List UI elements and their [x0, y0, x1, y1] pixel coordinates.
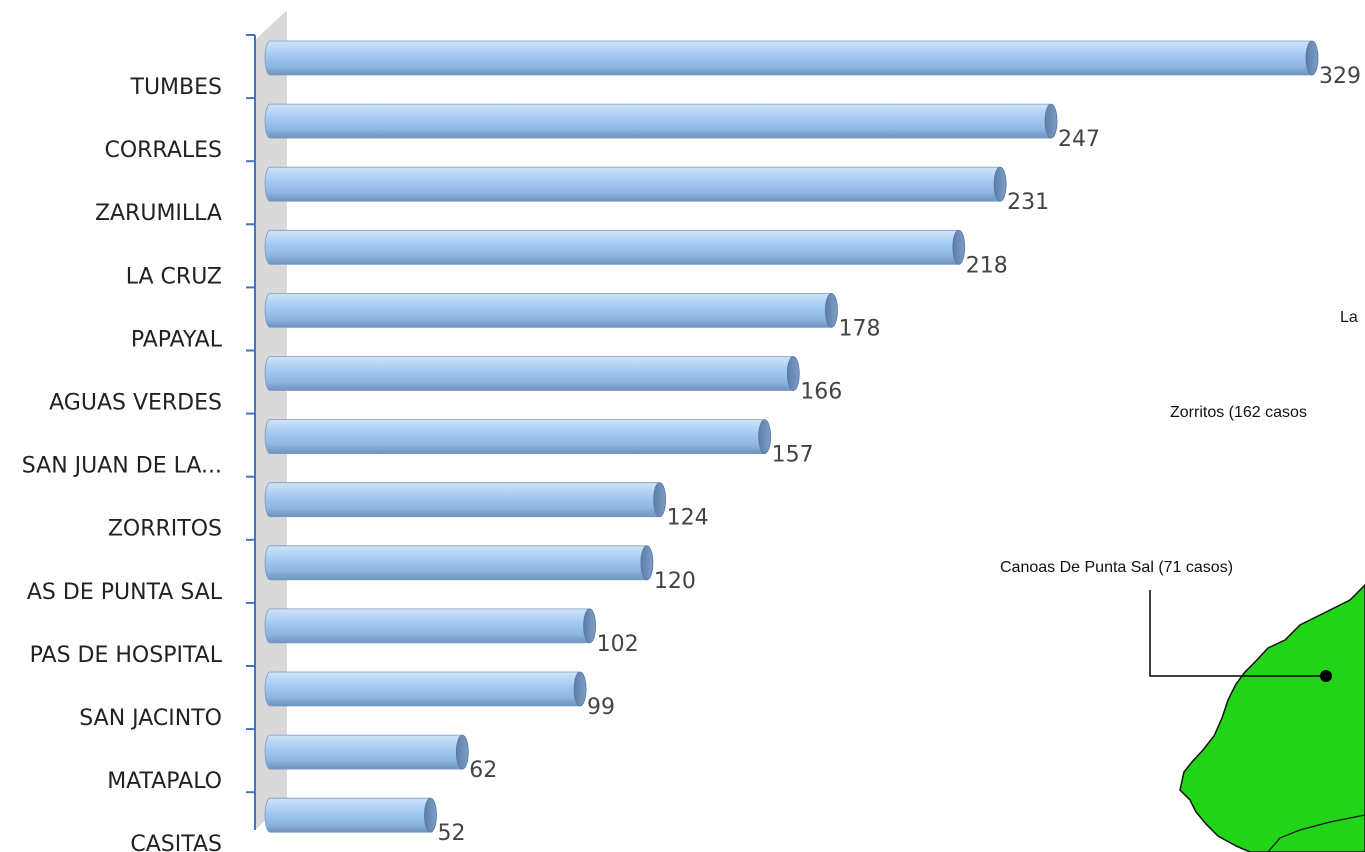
- bar-end-cap: [583, 608, 597, 644]
- category-label: AGUAS VERDES: [49, 391, 222, 416]
- category-label: MATAPALO: [107, 769, 222, 794]
- data-label: 120: [654, 569, 696, 594]
- category-label: PAPAYAL: [131, 327, 223, 352]
- bar: [264, 734, 463, 770]
- bar-end-cap: [952, 229, 966, 265]
- bar: [264, 166, 1001, 202]
- category-label: CASITAS: [130, 832, 222, 852]
- bar: [264, 356, 794, 391]
- bar: [264, 40, 1313, 76]
- map-label-canoas: Canoas De Punta Sal (71 casos): [1000, 559, 1233, 576]
- bar-end-cap: [1044, 103, 1058, 139]
- category-label: ZARUMILLA: [95, 201, 222, 226]
- bar: [264, 482, 661, 518]
- map-label-zorritos: Zorritos (162 casos: [1170, 404, 1307, 421]
- category-label: CORRALES: [104, 138, 222, 163]
- bar-end-cap: [786, 356, 800, 391]
- map-region-shape: [1179, 583, 1365, 852]
- data-label: 247: [1058, 127, 1100, 152]
- category-label: LA CRUZ: [126, 264, 222, 289]
- data-label: 231: [1007, 190, 1049, 215]
- category-label: SAN JUAN DE LA...: [22, 454, 222, 479]
- bar: [264, 103, 1052, 139]
- bar-end-cap: [993, 166, 1007, 202]
- data-label: 218: [966, 253, 1008, 278]
- map-label-la: La: [1340, 309, 1358, 326]
- map-district-border: [1267, 814, 1365, 852]
- category-label: AS DE PUNTA SAL: [27, 580, 223, 605]
- data-label: 62: [469, 758, 497, 783]
- bar-end-cap: [1305, 40, 1319, 76]
- data-label: 329: [1319, 64, 1361, 89]
- bar: [264, 797, 431, 833]
- map-location-dot: [1320, 670, 1332, 682]
- map-inset: La Zorritos (162 casos Canoas De Punta S…: [1000, 309, 1365, 852]
- bar: [264, 545, 648, 581]
- data-label: 124: [667, 506, 709, 531]
- data-label: 52: [437, 821, 465, 846]
- category-label: PAS DE HOSPITAL: [30, 643, 223, 668]
- bar-end-cap: [424, 797, 437, 833]
- bar: [264, 419, 766, 454]
- bar-end-cap: [758, 419, 772, 455]
- bar: [264, 671, 581, 707]
- data-label: 166: [800, 380, 842, 405]
- bar-end-cap: [455, 734, 469, 770]
- bar-end-cap: [640, 545, 654, 581]
- data-label: 102: [597, 632, 639, 657]
- map-leader-line: [1149, 590, 1326, 677]
- data-label: 99: [587, 695, 615, 720]
- data-label: 178: [838, 316, 880, 341]
- data-label: 157: [772, 443, 814, 468]
- bar-end-cap: [653, 482, 667, 518]
- category-label: ZORRITOS: [108, 517, 222, 542]
- category-label: TUMBES: [130, 75, 222, 100]
- bar: [264, 608, 591, 644]
- bar: [264, 229, 960, 265]
- bar: [264, 293, 832, 328]
- bar-end-cap: [825, 292, 838, 328]
- category-label: SAN JACINTO: [79, 706, 222, 731]
- bar-end-cap: [573, 671, 587, 707]
